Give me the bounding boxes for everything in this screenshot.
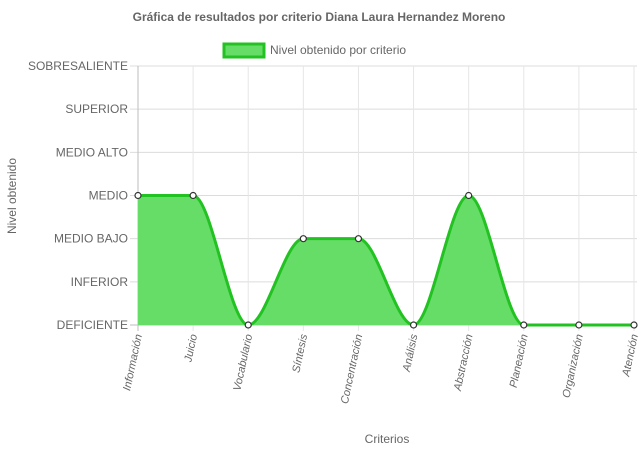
x-tick-label: Juicio: [182, 333, 200, 364]
data-point-análisis[interactable]: [409, 321, 418, 329]
data-point-información[interactable]: [134, 191, 142, 200]
data-point-organización[interactable]: [575, 321, 583, 329]
y-tick-label: MEDIO ALTO: [56, 145, 128, 159]
data-point-vocabulario[interactable]: [244, 321, 252, 329]
data-point-atención[interactable]: [630, 321, 638, 329]
legend-swatch: [222, 42, 266, 59]
y-axis-label: Nivel obtenido: [5, 158, 19, 234]
y-tick-label: DEFICIENTE: [57, 318, 128, 332]
x-tick-label: Información: [121, 333, 145, 392]
x-tick-label: Organización: [561, 333, 586, 399]
data-point-abstracción[interactable]: [465, 191, 473, 200]
x-tick-label: Planeación: [508, 333, 531, 389]
y-tick-label: MEDIO BAJO: [54, 232, 128, 246]
y-axis-ticks: DEFICIENTE INFERIOR MEDIO BAJO MEDIO MEDIO A…: [28, 59, 128, 332]
y-tick-label: MEDIO: [89, 189, 128, 203]
x-tick-label: Abstracción: [452, 333, 476, 393]
data-point-síntesis[interactable]: [299, 235, 307, 243]
x-tick-label: Síntesis: [290, 333, 310, 374]
series-area-fill: [138, 195, 634, 325]
chart-title: Gráfica de resultados por criterio Diana…: [133, 10, 506, 24]
legend[interactable]: Nivel obtenido por criterio: [222, 42, 406, 59]
x-tick-label: Análisis: [401, 333, 421, 374]
y-tick-label: SUPERIOR: [65, 102, 128, 116]
legend-label: Nivel obtenido por criterio: [270, 43, 406, 57]
x-tick-label: Atención: [620, 333, 639, 378]
y-tick-label: INFERIOR: [71, 275, 129, 289]
x-tick-label: Vocabulario: [231, 333, 255, 392]
data-points[interactable]: [134, 191, 638, 329]
area-layer: [138, 193, 634, 327]
y-tick-label: SOBRESALIENTE: [28, 59, 128, 73]
data-point-juicio[interactable]: [189, 191, 197, 200]
data-point-planeación[interactable]: [520, 321, 528, 329]
data-point-concentración[interactable]: [354, 235, 363, 243]
x-axis-ticks: Información Juicio Vocabulario Síntesis Conc…: [121, 333, 639, 405]
x-tick-label: Concentración: [339, 333, 365, 405]
x-axis-label: Criterios: [365, 432, 410, 446]
